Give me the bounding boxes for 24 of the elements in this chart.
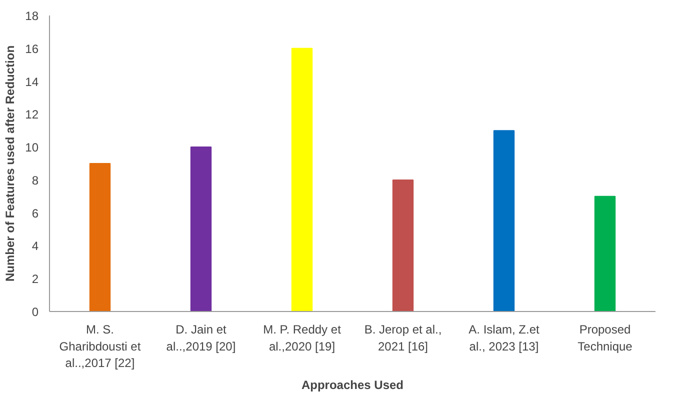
bar [291,48,313,312]
bar [89,163,111,312]
y-tick-label: 10 [25,140,39,155]
y-tick-label: 2 [32,272,39,286]
y-tick-label: 14 [25,74,39,89]
x-tick-label: D. Jain et al..,2019 [20] [166,322,236,354]
bar [392,179,414,312]
x-tick-label: M. P. Reddy et al.,2020 [19] [263,322,342,354]
y-tick-label: 6 [32,206,39,220]
y-axis-title: Number of Features used after Reduction [3,45,18,282]
bar [493,130,515,312]
y-tick-label: 16 [25,42,39,56]
y-tick-label: 8 [32,173,39,188]
x-tick-label: Proposed Technique [578,322,633,354]
y-tick-label: 12 [25,108,39,122]
x-tick-label: M. S. Gharibdousti et al..,2017 [22] [59,322,142,370]
bar [190,146,212,312]
bar [594,196,616,312]
x-tick-label: A. Islam, Z.et al., 2023 [13] [468,322,540,354]
x-axis-title: Approaches Used [301,378,404,392]
x-tick-label: B. Jerop et al., 2021 [16] [364,322,442,354]
y-tick-label: 18 [25,9,39,23]
y-tick-label: 4 [32,239,39,254]
y-tick-label: 0 [32,305,39,319]
